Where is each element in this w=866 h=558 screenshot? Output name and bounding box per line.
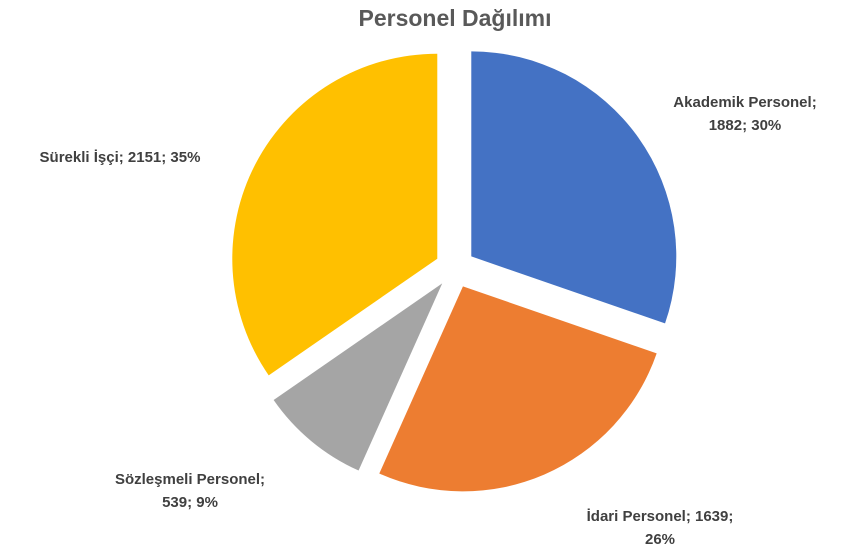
chart-title: Personel Dağılımı	[358, 5, 551, 31]
data-label: Sürekli İşçi; 2151; 35%	[40, 149, 201, 166]
pie-slice	[273, 283, 443, 471]
data-label: 1882; 30%	[709, 117, 782, 134]
data-label: 26%	[645, 531, 675, 548]
pie-slice	[471, 51, 677, 324]
data-label: İdari Personel; 1639;	[587, 508, 734, 525]
data-label: Akademik Personel;	[673, 94, 816, 111]
data-label: Sözleşmeli Personel;	[115, 471, 265, 488]
pie-slice	[232, 53, 438, 376]
data-label: 539; 9%	[162, 494, 218, 511]
pie-slice	[379, 286, 657, 492]
